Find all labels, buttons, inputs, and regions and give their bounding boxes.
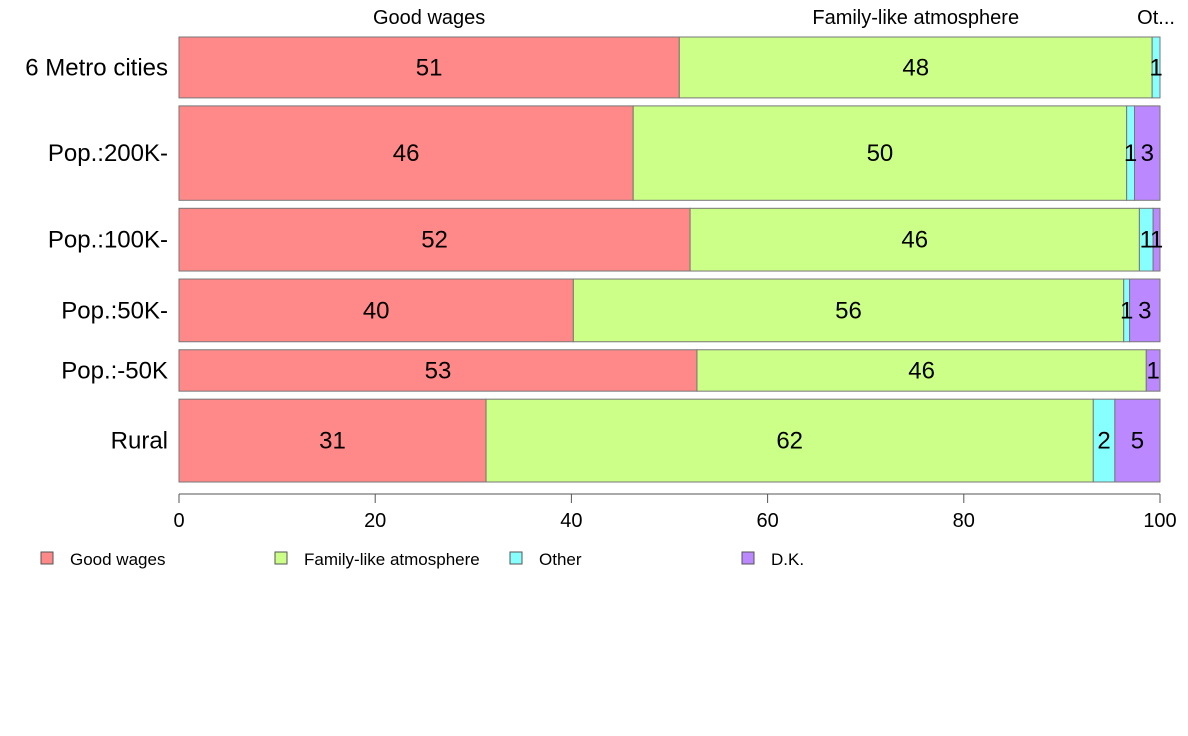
bar-segment-d-k — [1133, 105, 1161, 201]
top-series-label: Ot... — [1137, 7, 1175, 29]
legend-swatch-d-k — [741, 551, 755, 565]
data-label: 40 — [363, 297, 390, 324]
legend: Good wages Family-like atmosphere Other D.K… — [40, 550, 804, 569]
bar-segment-d-k — [1145, 349, 1161, 392]
legend-swatch-good-wages — [40, 551, 54, 565]
x-tick-label: 40 — [560, 510, 582, 532]
data-label: 2 — [1097, 428, 1110, 455]
x-tick-label: 80 — [953, 510, 975, 532]
legend-swatch-other — [509, 551, 523, 565]
data-label: 62 — [776, 428, 803, 455]
bar-segment-good-wages — [178, 207, 691, 272]
data-label: 1 — [1146, 357, 1159, 384]
x-tick-label: 60 — [756, 510, 778, 532]
data-label: 1 — [1150, 227, 1163, 254]
data-label: 1 — [1120, 297, 1133, 324]
y-tick-label: Pop.:50K- — [61, 297, 168, 324]
y-tick-label: Rural — [111, 428, 168, 455]
x-axis: 0 20 40 60 80 100 — [173, 493, 1177, 532]
bar-segment-good-wages — [178, 349, 698, 392]
legend-label: Other — [539, 550, 582, 569]
data-label: 1 — [1140, 227, 1153, 254]
data-label: 3 — [1138, 297, 1151, 324]
bar-segment-d-k — [1114, 398, 1161, 483]
x-tick-label: 100 — [1143, 510, 1176, 532]
data-label: 1 — [1124, 140, 1137, 167]
data-label: 50 — [867, 140, 894, 167]
data-label: 56 — [835, 297, 862, 324]
data-label: 1 — [1149, 54, 1162, 81]
legend-label: Good wages — [70, 550, 165, 569]
bars — [178, 36, 1161, 483]
data-label: 51 — [416, 54, 443, 81]
y-tick-label: Pop.:200K- — [48, 140, 168, 167]
legend-swatch-family-like-atmosphere — [274, 551, 288, 565]
y-tick-label: Pop.:100K- — [48, 227, 168, 254]
bar-segment-other — [1151, 36, 1161, 99]
data-label: 46 — [393, 140, 420, 167]
data-label: 31 — [319, 428, 346, 455]
top-series-labels: Good wages Family-like atmosphere Ot... — [373, 7, 1175, 29]
data-label: 53 — [425, 357, 452, 384]
top-series-label: Good wages — [373, 7, 485, 29]
data-label: 46 — [908, 357, 935, 384]
top-series-label: Family-like atmosphere — [812, 7, 1019, 29]
y-axis-labels: 6 Metro cities Pop.:200K- Pop.:100K- Pop.:5… — [25, 54, 168, 454]
bar-segment-family-like-atmosphere — [632, 105, 1128, 201]
data-label: 5 — [1131, 428, 1144, 455]
bar-segment-family-like-atmosphere — [696, 349, 1147, 392]
bar-segment-d-k — [1152, 207, 1161, 272]
data-label: 52 — [421, 227, 448, 254]
data-label: 46 — [901, 227, 928, 254]
bar-segment-family-like-atmosphere — [689, 207, 1140, 272]
data-label: 48 — [902, 54, 929, 81]
legend-label: D.K. — [771, 550, 804, 569]
x-tick-label: 0 — [173, 510, 184, 532]
bar-segment-d-k — [1129, 278, 1161, 343]
legend-label: Family-like atmosphere — [304, 550, 480, 569]
bar-segment-family-like-atmosphere — [572, 278, 1125, 343]
x-tick-label: 20 — [364, 510, 386, 532]
data-label: 3 — [1141, 140, 1154, 167]
bar-segment-good-wages — [178, 36, 680, 99]
y-tick-label: 6 Metro cities — [25, 54, 168, 81]
y-tick-label: Pop.:-50K — [61, 357, 168, 384]
bar-segment-good-wages — [178, 278, 574, 343]
bar-segment-family-like-atmosphere — [485, 398, 1094, 483]
bar-segment-family-like-atmosphere — [678, 36, 1153, 99]
